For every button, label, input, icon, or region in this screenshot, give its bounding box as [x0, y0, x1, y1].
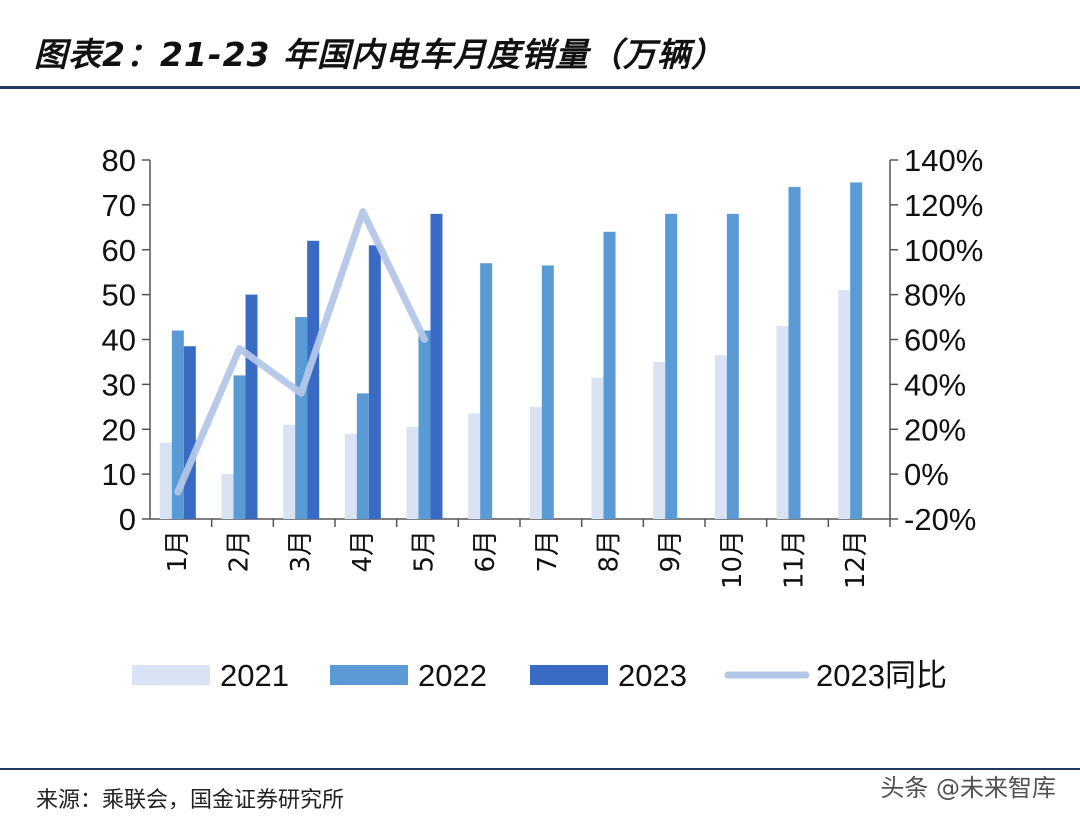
bar-2021-9	[653, 361, 666, 519]
bar-2021-4	[344, 433, 357, 519]
left-tick-label: 30	[102, 367, 136, 402]
bar-2021-11	[776, 326, 789, 519]
bar-2022-11	[788, 186, 801, 520]
left-tick-label: 10	[102, 457, 136, 492]
bar-2021-8	[591, 377, 604, 519]
left-tick-label: 50	[102, 278, 136, 313]
bar-2022-6	[480, 263, 493, 519]
left-tick-label: 60	[102, 233, 136, 268]
x-tick-label: 12月	[841, 530, 871, 589]
ticks: 0 10 20 30 40 50 60 70 80 -20% 0% 20% 40% 60% 80% 100% 1…	[102, 143, 984, 589]
watermark: 头条 @未来智库	[880, 774, 1056, 802]
legend-swatch-2022	[330, 665, 408, 685]
x-tick-label: 7月	[533, 530, 563, 573]
right-tick-label: 140%	[904, 143, 983, 178]
right-tick-label: 20%	[904, 412, 966, 447]
x-tick-label: 3月	[286, 530, 316, 573]
bar-2022-1	[171, 330, 184, 519]
bar-2021-2	[221, 474, 234, 519]
bar-2022-12	[850, 182, 863, 519]
right-tick-label: 0%	[904, 457, 949, 492]
right-tick-label: 40%	[904, 367, 966, 402]
title-divider	[0, 86, 1080, 89]
left-tick-label: 70	[102, 188, 136, 223]
x-tick-label: 11月	[780, 530, 810, 589]
bar-2023-4	[368, 245, 381, 519]
footer-divider	[0, 768, 1080, 770]
legend-label-2021: 2021	[220, 658, 289, 693]
bar-2021-10	[714, 355, 727, 519]
bar-2021-5	[406, 427, 419, 519]
right-tick-label: 80%	[904, 278, 966, 313]
x-tick-label: 1月	[163, 530, 193, 573]
x-tick-label: 8月	[595, 530, 625, 573]
x-tick-label: 6月	[471, 530, 501, 573]
left-tick-label: 80	[102, 143, 136, 178]
right-tick-label: 60%	[904, 323, 966, 358]
bar-2022-7	[541, 265, 554, 519]
bar-2021-3	[283, 424, 296, 519]
right-tick-label: 100%	[904, 233, 983, 268]
bar-2021-6	[468, 413, 481, 519]
left-tick-label: 0	[119, 502, 136, 537]
x-tick-label: 4月	[348, 530, 378, 573]
bar-2023-2	[245, 294, 258, 519]
legend-swatch-2021	[132, 665, 210, 685]
left-tick-label: 20	[102, 412, 136, 447]
right-tick-label: -20%	[904, 502, 976, 537]
yoy-line	[174, 208, 428, 496]
x-tick-label: 10月	[718, 530, 748, 589]
bars	[159, 182, 863, 520]
line-2023同比	[174, 208, 428, 496]
bar-2022-3	[295, 317, 308, 519]
bar-2021-12	[838, 290, 851, 519]
legend-label-2022: 2022	[418, 658, 487, 693]
x-tick-label: 5月	[410, 530, 440, 573]
x-tick-label: 9月	[656, 530, 686, 573]
x-tick-label: 2月	[225, 530, 255, 573]
bar-2023-3	[307, 240, 320, 519]
legend-swatch-2023	[530, 665, 608, 685]
bar-2021-7	[529, 406, 542, 519]
legend-label-2023: 2023	[618, 658, 687, 693]
sales-chart: 0 10 20 30 40 50 60 70 80 -20% 0% 20% 40% 60% 80% 100% 1…	[102, 143, 984, 693]
bar-2022-9	[665, 213, 678, 519]
bar-2022-8	[603, 231, 616, 520]
bar-2022-5	[418, 330, 431, 519]
bar-2022-10	[726, 213, 739, 519]
bar-2022-2	[233, 375, 246, 519]
bar-2021-1	[159, 442, 172, 519]
legend: 2021 2022 2023 2023同比	[132, 658, 947, 693]
bar-2022-4	[356, 393, 369, 519]
chart-title: 图表2：21-23 年国内电车月度销量（万辆）	[34, 35, 725, 74]
bar-2023-1	[183, 346, 196, 519]
legend-label-2023同比: 2023同比	[816, 658, 947, 693]
left-tick-label: 40	[102, 323, 136, 358]
right-tick-label: 120%	[904, 188, 983, 223]
source-note: 来源：乘联会，国金证券研究所	[36, 788, 345, 813]
bar-2023-5	[430, 213, 443, 519]
